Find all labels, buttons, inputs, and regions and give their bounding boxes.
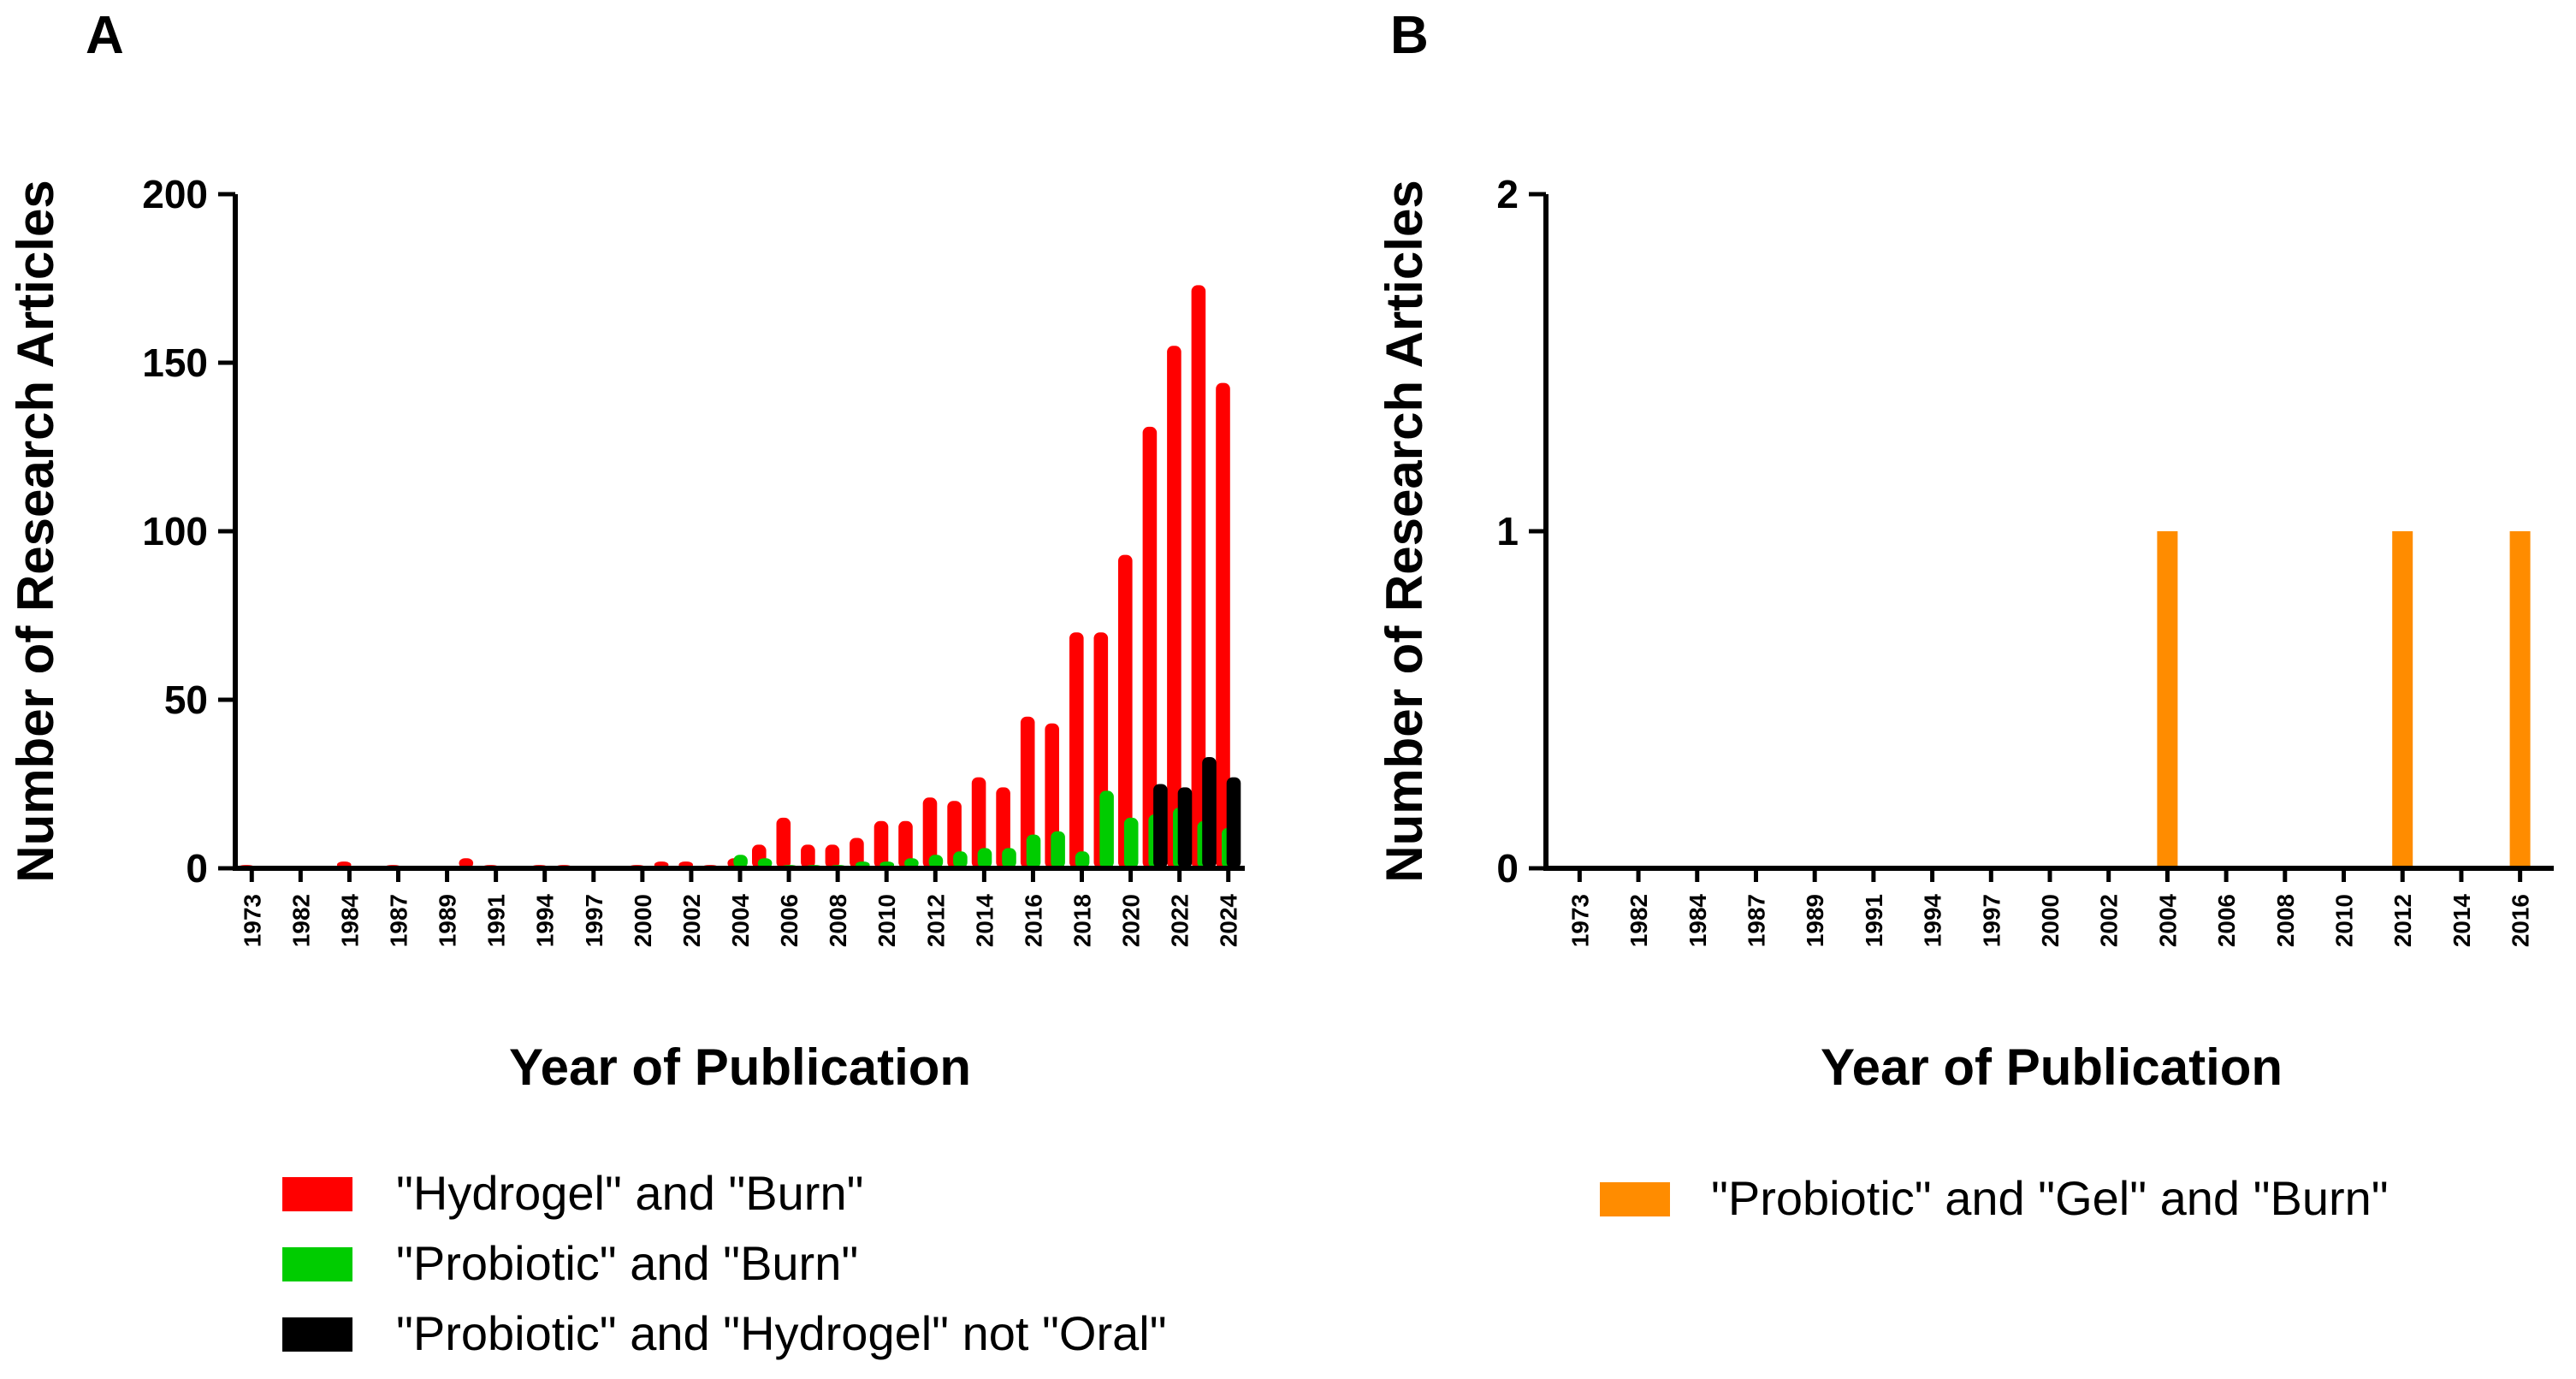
bar-a-s0-2021 bbox=[1142, 426, 1158, 868]
xtick-label-a: 2022 bbox=[1167, 894, 1193, 947]
xtick-label-a: 1991 bbox=[483, 894, 510, 947]
bar-a-s0-2007 bbox=[801, 844, 815, 868]
bar-a-s0-2016 bbox=[1020, 716, 1035, 868]
bar-a-s0-2008 bbox=[825, 844, 840, 868]
xtick-label-b: 2006 bbox=[2213, 894, 2240, 947]
bar-a-s0-2023 bbox=[1191, 285, 1206, 868]
bar-a-s2-2022 bbox=[1177, 787, 1193, 868]
xtick-label-b: 1982 bbox=[1626, 894, 1652, 947]
xtick-label-a: 1982 bbox=[287, 894, 314, 947]
xtick-label-a: 2024 bbox=[1216, 894, 1242, 948]
xtick-label-b: 2012 bbox=[2389, 894, 2416, 947]
bar-a-s0-2020 bbox=[1118, 554, 1133, 868]
xtick-label-b: 1989 bbox=[1802, 894, 1828, 947]
bar-a-s1-2020 bbox=[1123, 817, 1139, 868]
ytick-label-a: 100 bbox=[142, 509, 208, 553]
bar-a-s2-2023 bbox=[1202, 757, 1217, 868]
bar-a-s0-2024 bbox=[1216, 382, 1230, 869]
bar-a-s1-2016 bbox=[1026, 834, 1041, 868]
xtick-label-a: 2014 bbox=[971, 894, 998, 948]
x-axis-title-b: Year of Publication bbox=[1821, 1039, 2283, 1096]
x-axis-title-a: Year of Publication bbox=[509, 1039, 971, 1096]
ytick-label-a: 50 bbox=[164, 678, 208, 722]
bar-a-s1-2018 bbox=[1075, 851, 1090, 868]
bar-a-s1-2014 bbox=[977, 848, 992, 868]
xtick-label-a: 2020 bbox=[1118, 894, 1145, 947]
xtick-label-a: 1989 bbox=[435, 894, 461, 947]
bar-a-s1-2019 bbox=[1099, 790, 1114, 868]
panel-a-letter: A bbox=[86, 6, 124, 65]
xtick-label-a: 2002 bbox=[678, 894, 705, 947]
xtick-label-a: 2006 bbox=[776, 894, 802, 947]
xtick-label-a: 1997 bbox=[581, 894, 607, 947]
xtick-label-b: 2016 bbox=[2508, 894, 2534, 947]
bar-a-s0-2010 bbox=[873, 820, 889, 868]
xtick-label-b: 1987 bbox=[1743, 894, 1769, 947]
xtick-label-b: 2002 bbox=[2096, 894, 2123, 947]
ytick-label-a: 200 bbox=[142, 172, 208, 216]
xtick-label-b: 2008 bbox=[2272, 894, 2299, 947]
xtick-label-a: 2008 bbox=[825, 894, 851, 947]
ytick-label-b: 0 bbox=[1496, 846, 1519, 891]
legend-swatch-a-2 bbox=[282, 1317, 352, 1352]
xtick-label-a: 2004 bbox=[727, 894, 754, 948]
xtick-label-a: 1973 bbox=[239, 894, 265, 947]
legend-swatch-b bbox=[1600, 1182, 1670, 1216]
legend-label-a-0: "Hydrogel" and "Burn" bbox=[396, 1166, 863, 1220]
panel-a-chart: 0 50 100 150 200 1973 1982 1984 1987 1989 1991 1994… bbox=[7, 172, 1245, 1360]
xtick-label-b: 2000 bbox=[2037, 894, 2064, 947]
y-axis-title-a: Number of Research Articles bbox=[7, 180, 64, 882]
panel-b-chart: 0 1 2 1973 1982 1984 1987 1989 1991 1994 1997 2000 2… bbox=[1376, 172, 2554, 1225]
xtick-label-b: 2014 bbox=[2449, 894, 2475, 948]
xtick-label-a: 2018 bbox=[1069, 894, 1096, 947]
xtick-label-b: 1997 bbox=[1978, 894, 2005, 947]
bar-a-s1-2013 bbox=[953, 851, 968, 868]
bar-b-2012 bbox=[2392, 531, 2413, 868]
bar-a-s0-2012 bbox=[922, 797, 938, 868]
bar-a-s0-2011 bbox=[898, 820, 913, 868]
xtick-label-b: 2004 bbox=[2154, 894, 2181, 948]
legend-label-b: "Probiotic" and "Gel" and "Burn" bbox=[1711, 1171, 2389, 1225]
xtick-label-a: 2016 bbox=[1020, 894, 1046, 947]
xtick-label-b: 1991 bbox=[1861, 894, 1887, 947]
xtick-label-a: 1987 bbox=[385, 894, 412, 947]
ytick-label-a: 0 bbox=[186, 846, 208, 891]
xtick-label-b: 2010 bbox=[2331, 894, 2358, 947]
legend-swatch-a-1 bbox=[282, 1247, 352, 1281]
bar-a-s1-2012 bbox=[928, 855, 944, 868]
xtick-label-a: 2000 bbox=[630, 894, 656, 947]
bar-a-s0-2009 bbox=[850, 837, 864, 868]
y-axis-title-b: Number of Research Articles bbox=[1376, 180, 1433, 882]
xtick-label-a: 2012 bbox=[922, 894, 949, 947]
ytick-label-b: 2 bbox=[1496, 172, 1519, 216]
bar-a-s2-2024 bbox=[1226, 777, 1241, 868]
panel-b-letter: B bbox=[1390, 6, 1429, 65]
xtick-label-a: 2010 bbox=[873, 894, 900, 947]
bar-a-s0-2006 bbox=[776, 817, 791, 868]
xtick-label-b: 1984 bbox=[1685, 894, 1711, 948]
bar-a-s0-2018 bbox=[1069, 632, 1084, 868]
xtick-label-a: 1984 bbox=[336, 894, 363, 948]
bar-b-2016 bbox=[2509, 531, 2531, 868]
xtick-label-b: 1973 bbox=[1566, 894, 1593, 947]
xtick-label-b: 1994 bbox=[1920, 894, 1946, 948]
bar-a-s2-2021 bbox=[1153, 784, 1168, 868]
ytick-label-b: 1 bbox=[1496, 509, 1519, 553]
ytick-label-a: 150 bbox=[142, 340, 208, 385]
bar-b-2004 bbox=[2157, 531, 2178, 868]
bar-a-s1-2015 bbox=[1002, 848, 1016, 868]
bar-a-s0-2013 bbox=[947, 801, 962, 868]
bar-a-s0-2014 bbox=[971, 777, 986, 868]
legend-swatch-a-0 bbox=[282, 1177, 352, 1211]
bar-a-s1-2017 bbox=[1051, 831, 1065, 868]
legend-label-a-2: "Probiotic" and "Hydrogel" not "Oral" bbox=[396, 1306, 1167, 1360]
bar-a-s1-2004 bbox=[733, 855, 748, 868]
bar-a-s0-2015 bbox=[996, 787, 1010, 868]
bar-a-s0-2022 bbox=[1167, 346, 1181, 868]
xtick-label-a: 1994 bbox=[532, 894, 559, 948]
legend-label-a-1: "Probiotic" and "Burn" bbox=[396, 1236, 858, 1290]
